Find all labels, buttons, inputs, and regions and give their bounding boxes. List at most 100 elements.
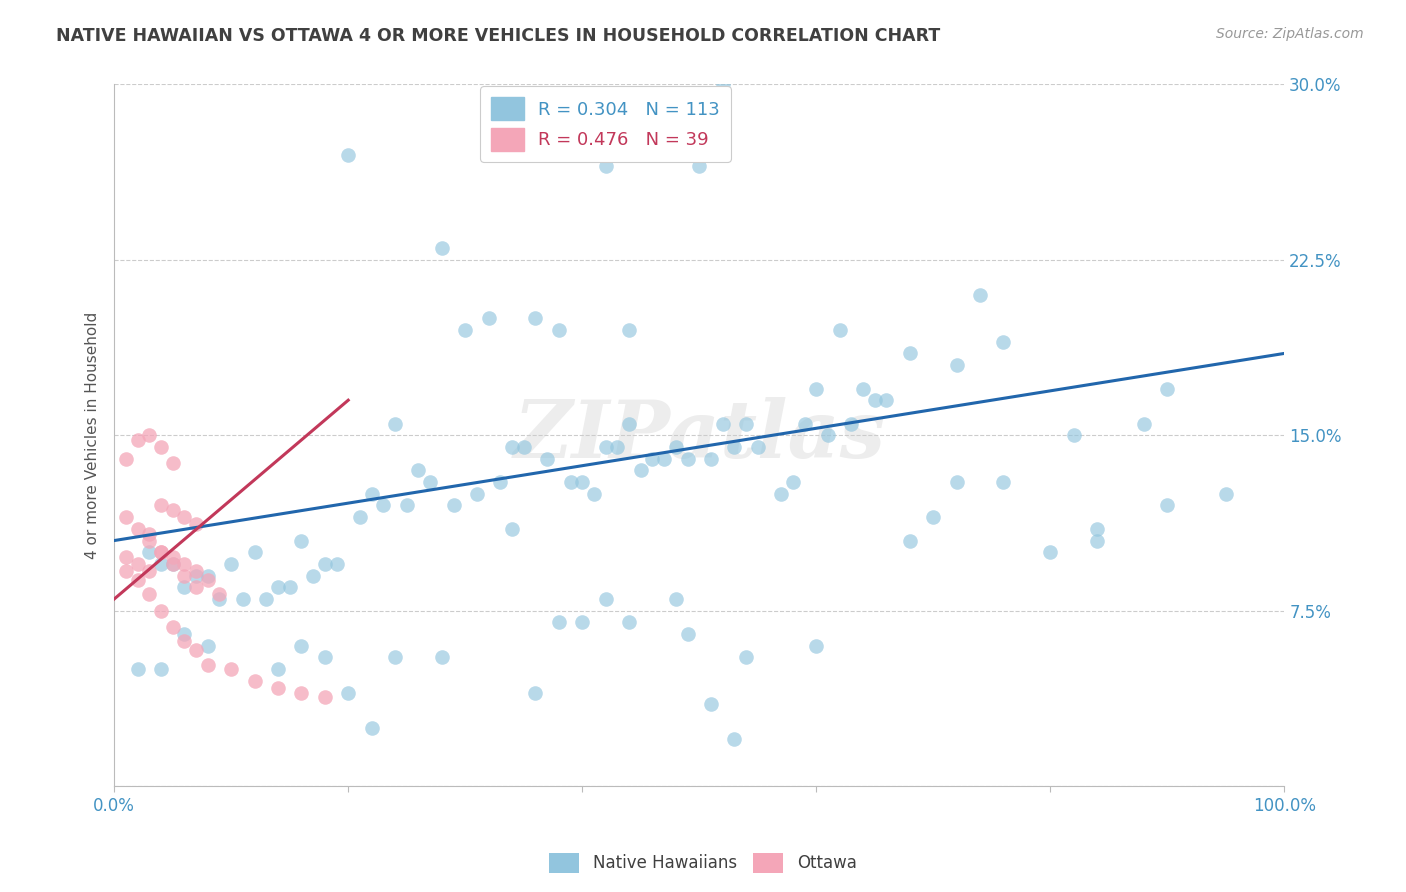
Point	[254, 592, 277, 607]
Legend: Native Hawaiians, Ottawa: Native Hawaiians, Ottawa	[543, 847, 863, 880]
Point	[150, 545, 173, 559]
Point	[150, 440, 173, 454]
Point	[735, 650, 758, 665]
Point	[408, 463, 430, 477]
Point	[571, 475, 593, 489]
Point	[138, 545, 160, 559]
Point	[184, 580, 207, 594]
Point	[384, 650, 406, 665]
Point	[267, 580, 290, 594]
Point	[395, 499, 418, 513]
Point	[162, 620, 184, 634]
Point	[138, 564, 160, 578]
Point	[360, 721, 382, 735]
Point	[617, 323, 640, 337]
Point	[243, 673, 266, 688]
Point	[1085, 533, 1108, 548]
Point	[162, 456, 184, 470]
Point	[723, 440, 745, 454]
Point	[162, 503, 184, 517]
Point	[430, 241, 453, 255]
Point	[267, 681, 290, 695]
Point	[863, 393, 886, 408]
Point	[127, 522, 149, 536]
Point	[349, 510, 371, 524]
Point	[115, 549, 138, 564]
Point	[197, 568, 219, 582]
Point	[290, 533, 312, 548]
Point	[945, 358, 967, 372]
Point	[547, 323, 569, 337]
Point	[443, 499, 465, 513]
Point	[617, 417, 640, 431]
Point	[747, 440, 769, 454]
Text: Source: ZipAtlas.com: Source: ZipAtlas.com	[1216, 27, 1364, 41]
Point	[173, 580, 195, 594]
Point	[595, 159, 617, 173]
Point	[314, 557, 336, 571]
Point	[232, 592, 254, 607]
Point	[606, 440, 628, 454]
Point	[945, 475, 967, 489]
Point	[993, 475, 1015, 489]
Point	[430, 650, 453, 665]
Point	[138, 428, 160, 442]
Point	[115, 510, 138, 524]
Point	[373, 499, 395, 513]
Point	[1156, 499, 1178, 513]
Point	[852, 382, 875, 396]
Point	[571, 615, 593, 630]
Point	[676, 451, 699, 466]
Point	[360, 487, 382, 501]
Point	[184, 564, 207, 578]
Point	[290, 685, 312, 699]
Point	[465, 487, 488, 501]
Point	[197, 639, 219, 653]
Point	[688, 159, 710, 173]
Point	[723, 732, 745, 747]
Point	[184, 643, 207, 657]
Point	[115, 564, 138, 578]
Point	[162, 549, 184, 564]
Point	[162, 557, 184, 571]
Point	[478, 311, 501, 326]
Point	[419, 475, 441, 489]
Point	[993, 334, 1015, 349]
Point	[665, 592, 688, 607]
Point	[384, 417, 406, 431]
Point	[138, 587, 160, 601]
Text: NATIVE HAWAIIAN VS OTTAWA 4 OR MORE VEHICLES IN HOUSEHOLD CORRELATION CHART: NATIVE HAWAIIAN VS OTTAWA 4 OR MORE VEHI…	[56, 27, 941, 45]
Point	[922, 510, 945, 524]
Point	[711, 78, 734, 92]
Point	[969, 288, 991, 302]
Point	[524, 685, 547, 699]
Point	[793, 417, 815, 431]
Point	[208, 592, 231, 607]
Point	[197, 574, 219, 588]
Point	[173, 634, 195, 648]
Point	[782, 475, 804, 489]
Point	[127, 574, 149, 588]
Point	[700, 698, 723, 712]
Point	[595, 440, 617, 454]
Point	[898, 346, 921, 360]
Point	[138, 526, 160, 541]
Point	[711, 417, 734, 431]
Text: ZIPatlas: ZIPatlas	[513, 397, 886, 474]
Point	[150, 545, 173, 559]
Point	[582, 487, 605, 501]
Point	[828, 323, 851, 337]
Point	[184, 517, 207, 532]
Point	[127, 557, 149, 571]
Point	[700, 451, 723, 466]
Point	[817, 428, 839, 442]
Point	[595, 592, 617, 607]
Point	[665, 440, 688, 454]
Point	[197, 657, 219, 672]
Point	[501, 522, 523, 536]
Point	[337, 147, 360, 161]
Point	[173, 510, 195, 524]
Point	[150, 557, 173, 571]
Point	[278, 580, 301, 594]
Point	[138, 533, 160, 548]
